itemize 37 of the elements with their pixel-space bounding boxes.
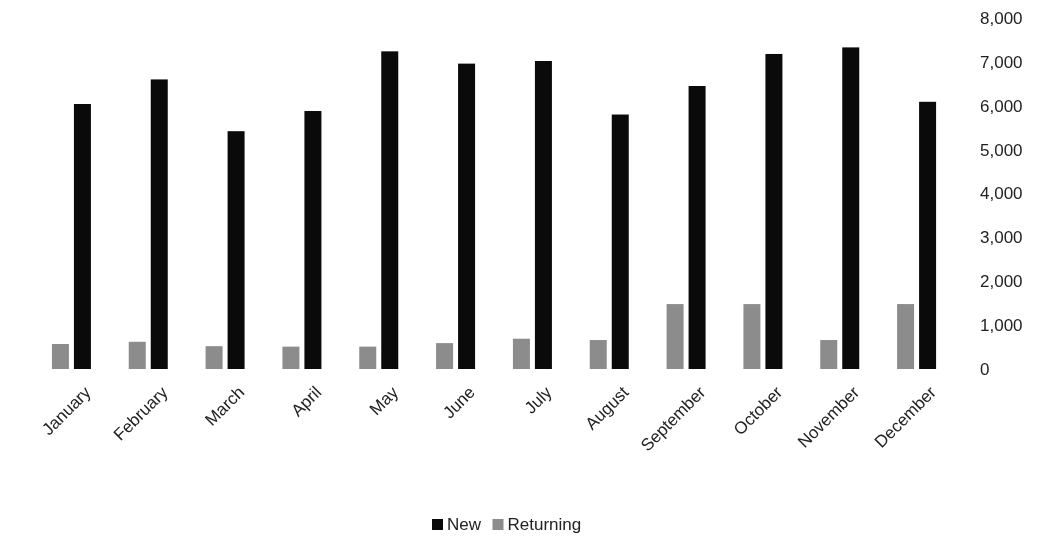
bar [73, 104, 91, 369]
legend-label: New [447, 515, 482, 534]
bar [458, 63, 476, 369]
bar [359, 346, 377, 369]
bar [743, 304, 761, 369]
bar [534, 61, 552, 369]
bar [381, 51, 399, 369]
y-tick-label: 0 [980, 359, 990, 379]
bar [842, 47, 860, 369]
x-tick-label: July [520, 382, 557, 418]
bar [304, 111, 322, 369]
bar [227, 131, 245, 369]
bar [611, 114, 629, 369]
bar [919, 101, 937, 369]
y-tick-label: 4,000 [980, 184, 1023, 204]
y-tick-label: 6,000 [980, 96, 1023, 116]
bar [666, 304, 684, 369]
bar [820, 340, 838, 369]
bar [282, 346, 300, 369]
y-tick-label: 7,000 [980, 52, 1023, 72]
y-tick-label: 5,000 [980, 140, 1023, 160]
bar [688, 86, 706, 369]
legend-label: Returning [507, 515, 582, 534]
bar [589, 340, 607, 369]
bar [897, 304, 915, 369]
bar [436, 343, 454, 369]
bar [51, 343, 69, 369]
bar [128, 341, 146, 369]
bar [150, 79, 168, 369]
bar [512, 338, 530, 369]
y-tick-label: 3,000 [980, 228, 1023, 248]
y-tick-label: 8,000 [980, 8, 1023, 28]
bar [205, 346, 223, 369]
x-tick-label: May [365, 382, 403, 419]
y-tick-label: 1,000 [980, 316, 1023, 336]
y-tick-label: 2,000 [980, 272, 1023, 292]
bar [765, 53, 783, 369]
